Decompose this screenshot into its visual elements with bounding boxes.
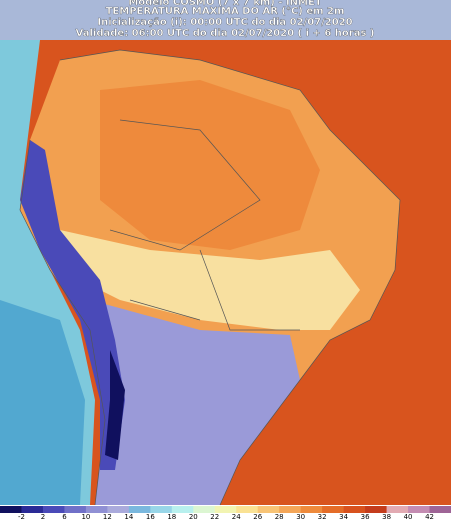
colorbar-label: 34 [339,513,348,521]
color-swatch [150,506,173,513]
colorbar-label: 14 [124,513,133,521]
color-swatch [107,506,130,513]
colorbar-label: 42 [425,513,434,521]
init-time: Inicialização (i): 00:00 UTC do dia 02/0… [97,17,352,28]
color-swatch [171,506,194,513]
color-swatch [42,506,65,513]
andes-peak [105,350,125,460]
colorbar: -2 2 6 10 12 14 16 18 20 22 24 26 28 30 32 34 36 38 40 42 [0,506,451,521]
color-swatch [236,506,259,513]
map-title: TEMPERATURA MAXIMA DO AR (°C) em 2m [106,6,345,17]
colorbar-label: 2 [41,513,45,521]
colorbar-label: 12 [103,513,112,521]
color-swatch [279,506,302,513]
colorbar-label: 30 [296,513,305,521]
header-band [0,0,451,40]
colorbar-label: 6 [62,513,67,521]
color-swatch [408,506,431,513]
color-swatch [0,506,22,513]
colorbar-label: 32 [318,513,327,521]
color-swatch [343,506,366,513]
colorbar-label: 18 [167,513,176,521]
colorbar-label: 16 [146,513,155,521]
color-swatch [386,506,409,513]
land-hot [100,80,320,250]
color-swatch [128,506,151,513]
color-swatch [21,506,44,513]
land-cool [90,300,300,505]
pacific-cold [0,300,85,505]
colorbar-label: 24 [232,513,241,521]
coastline [19,49,401,506]
colorbar-label: 40 [404,513,413,521]
colorbar-label: 26 [253,513,262,521]
colorbar-label: 38 [382,513,391,521]
color-swatch [429,506,451,513]
valid-time: Validade: 06:00 UTC do dia 02/07/2020 ( … [76,28,375,39]
color-swatch [257,506,280,513]
colorbar-label: 36 [361,513,370,521]
color-swatch [300,506,323,513]
land-mild [60,230,360,330]
colorbar-label: 28 [275,513,284,521]
colorbar-label: 20 [189,513,198,521]
andes [20,140,125,470]
model-name: Modelo COSMO (7 x 7 km) - INMET [128,0,322,8]
color-swatch [193,506,216,513]
color-swatch [365,506,388,513]
color-swatch [64,506,87,513]
color-swatch [85,506,108,513]
colorbar-label: -2 [18,513,25,521]
color-swatch [322,506,345,513]
color-swatch [214,506,237,513]
colorbar-label: 22 [210,513,219,521]
borders [109,119,300,331]
colorbar-label: 10 [81,513,90,521]
